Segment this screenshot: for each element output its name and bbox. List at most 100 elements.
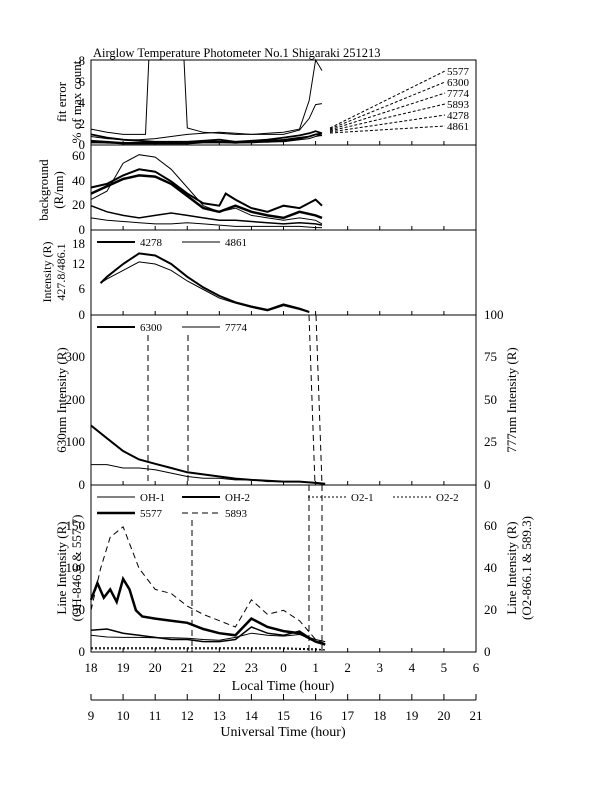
intensity-630-series bbox=[90, 424, 326, 485]
line-intensity-ytick: 150 bbox=[66, 518, 86, 533]
series-line-7774 bbox=[91, 464, 316, 484]
background-series bbox=[90, 154, 323, 229]
series-line-4278 bbox=[99, 252, 310, 313]
line-intensity-series bbox=[89, 525, 326, 651]
local-time-tick: 2 bbox=[344, 660, 351, 675]
background-ylabel-1: background bbox=[36, 159, 51, 221]
legend-7774: 7774 bbox=[225, 322, 248, 334]
panel-intensity-427-486: Intensity (R) 427.8/486.1 0 6 12 18 4278… bbox=[40, 229, 477, 322]
intensity-777-ytick: 100 bbox=[484, 307, 504, 322]
ut-time-tick: 16 bbox=[309, 708, 323, 723]
intensity-427-ylabel-1: Intensity (R) bbox=[40, 242, 54, 303]
series-line-o2-2 bbox=[91, 648, 326, 651]
local-time-tick: 1 bbox=[312, 660, 319, 675]
ut-time-tick: 21 bbox=[470, 708, 483, 723]
series-line-c bbox=[90, 154, 323, 225]
series-line-e bbox=[90, 217, 322, 229]
legend-6300: 6300 bbox=[140, 322, 163, 334]
ut-time-tick: 9 bbox=[88, 708, 95, 723]
local-time-tick: 6 bbox=[473, 660, 480, 675]
intensity-630-ytick: 300 bbox=[66, 349, 86, 364]
fit-error-ytick: 4 bbox=[79, 95, 86, 110]
intensity-427-series bbox=[99, 252, 310, 313]
line-intensity-ylabel-right-2: (O2-866.1 & 589.3) bbox=[519, 516, 534, 620]
local-time-tick: 3 bbox=[377, 660, 384, 675]
intensity-630-dashed-markers bbox=[147, 314, 323, 486]
ut-time-tick: 20 bbox=[437, 708, 450, 723]
local-time-tick: 19 bbox=[117, 660, 130, 675]
line-intensity-ytick-right: 20 bbox=[484, 602, 497, 617]
local-time-tick: 22 bbox=[213, 660, 226, 675]
line-intensity-ytick: 100 bbox=[66, 560, 86, 575]
legend-7774: 7774 bbox=[447, 88, 470, 100]
panel-background: background (R/nm) 0 20 40 60 bbox=[36, 144, 477, 237]
fit-error-legend-leaders bbox=[329, 70, 446, 134]
line-intensity-ytick: 50 bbox=[72, 602, 85, 617]
fit-error-ytick: 0 bbox=[79, 137, 86, 152]
ut-time-tick: 19 bbox=[405, 708, 418, 723]
intensity-427-ylabel-2: 427.8/486.1 bbox=[54, 243, 68, 300]
intensity-777-ytick: 50 bbox=[484, 392, 497, 407]
legend-oh2: OH-2 bbox=[225, 492, 250, 504]
line-intensity-ylabel-2: (OH-846.6 & 557.7) bbox=[69, 515, 84, 622]
fit-error-ylabel-2: % of max count bbox=[69, 60, 84, 143]
line-intensity-dashed-markers bbox=[191, 485, 323, 652]
series-line-5577 bbox=[89, 575, 326, 646]
fit-error-series bbox=[90, 58, 323, 145]
series-line-a bbox=[90, 168, 323, 213]
background-ytick: 40 bbox=[72, 173, 85, 188]
background-ylabel-2: (R/nm) bbox=[51, 171, 66, 209]
legend-5893: 5893 bbox=[447, 99, 470, 111]
fit-error-ytick: 6 bbox=[79, 74, 86, 89]
local-time-tick: 4 bbox=[409, 660, 416, 675]
background-ytick: 60 bbox=[72, 148, 85, 163]
ut-time-tick: 12 bbox=[181, 708, 194, 723]
series-line-oh-1 bbox=[90, 632, 326, 643]
intensity-427-ytick: 18 bbox=[72, 236, 85, 251]
line-intensity-ytick-right: 60 bbox=[484, 518, 497, 533]
legend-4861: 4861 bbox=[225, 237, 247, 249]
series-line-4861 bbox=[100, 261, 310, 313]
series-line-b bbox=[90, 174, 323, 220]
fit-error-ytick: 8 bbox=[79, 53, 86, 68]
background-ytick: 0 bbox=[79, 222, 86, 237]
intensity-630-ylabel: 630nm Intensity (R) bbox=[54, 347, 69, 452]
intensity-630-ytick: 0 bbox=[79, 477, 86, 492]
intensity-777-ylabel: 777nm Intensity (R) bbox=[504, 347, 519, 452]
ut-time-label: Universal Time (hour) bbox=[220, 725, 346, 740]
panel-line-intensity: Line Intensity (R) (OH-846.6 & 557.7) Li… bbox=[54, 484, 534, 659]
ut-time-tick: 15 bbox=[277, 708, 290, 723]
local-time-tick: 18 bbox=[85, 660, 98, 675]
ut-time-tick: 17 bbox=[341, 708, 355, 723]
local-time-tick: 20 bbox=[149, 660, 162, 675]
intensity-630-ytick: 100 bbox=[66, 434, 86, 449]
legend-o21: O2-1 bbox=[351, 492, 374, 504]
legend-o22: O2-2 bbox=[436, 492, 459, 504]
panel-intensity-630-frame bbox=[90, 314, 477, 486]
ut-time-tick: 13 bbox=[213, 708, 226, 723]
local-time-tick: 0 bbox=[280, 660, 287, 675]
intensity-777-ytick: 25 bbox=[484, 434, 497, 449]
series-line-5893 bbox=[90, 103, 323, 141]
local-time-tick: 5 bbox=[441, 660, 448, 675]
series-line-5577 bbox=[90, 130, 323, 143]
intensity-777-ytick: 75 bbox=[484, 349, 497, 364]
panel-intensity-630-777: 630nm Intensity (R) 777nm Intensity (R) … bbox=[54, 307, 519, 492]
intensity-427-ytick: 12 bbox=[72, 256, 85, 271]
line-intensity-ytick: 0 bbox=[79, 644, 86, 659]
series-line-7774 bbox=[90, 58, 323, 135]
line-intensity-ylabel-right-1: Line Intensity (R) bbox=[504, 521, 519, 614]
legend-5577: 5577 bbox=[447, 66, 470, 78]
legend-oh1: OH-1 bbox=[140, 492, 165, 504]
local-time-tick: 21 bbox=[181, 660, 194, 675]
legend-5577-line: 5577 bbox=[140, 508, 163, 520]
intensity-630-ytick: 200 bbox=[66, 392, 86, 407]
ut-time-tick: 14 bbox=[245, 708, 259, 723]
legend-6300: 6300 bbox=[447, 77, 470, 89]
ut-time-tick: 18 bbox=[373, 708, 386, 723]
series-line-d bbox=[90, 204, 323, 226]
ut-time-tick: 11 bbox=[149, 708, 162, 723]
background-ytick: 20 bbox=[72, 197, 85, 212]
